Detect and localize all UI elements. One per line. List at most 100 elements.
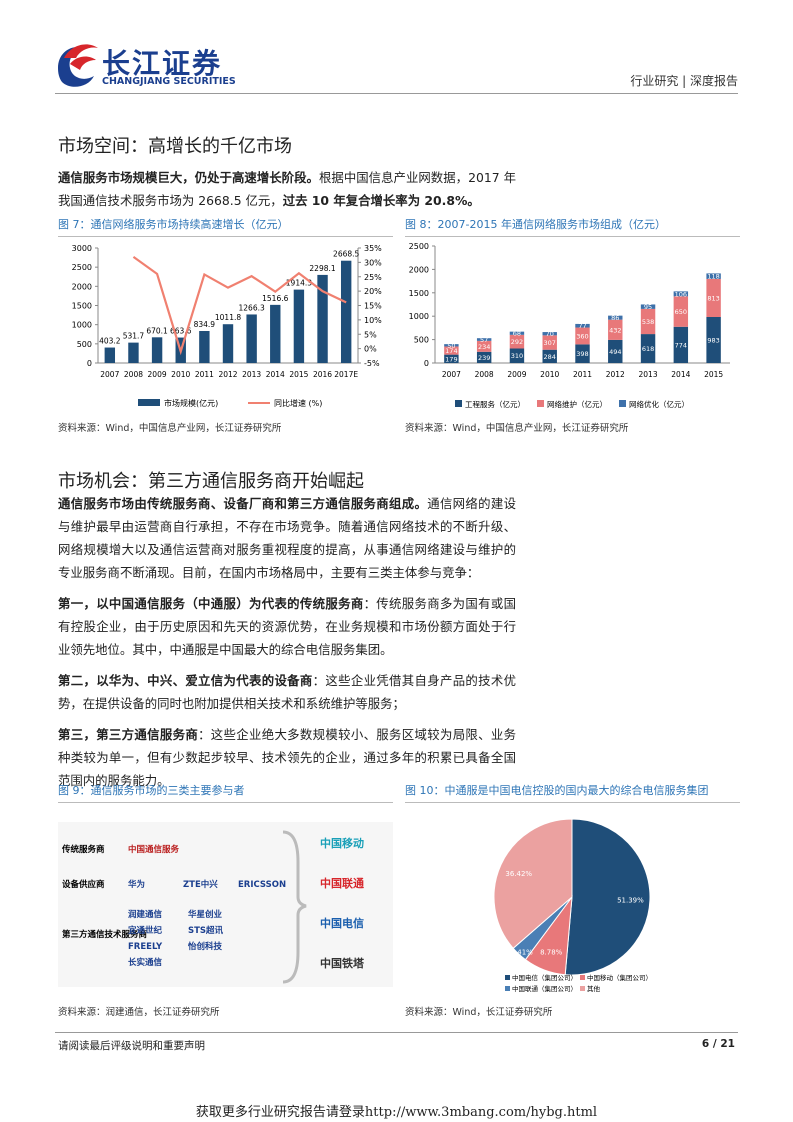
data-label: 310 [511,352,523,360]
data-label: 813 [707,294,719,302]
data-label: 432 [609,326,621,334]
bar-segment [640,334,656,363]
x-tick-label: 2011 [195,370,214,379]
bar-segment [509,348,525,363]
text: ：传统服务商多为国有或国有控股企业，由于历史原因和先天的资源优势，在业务规模和市… [58,596,517,657]
bar-segment [476,351,492,363]
bold-text: 过去 10 年复合增长率为 20.8%。 [282,193,480,208]
bar-segment [706,316,721,363]
data-label: 531.7 [123,332,145,341]
bar [293,289,305,363]
x-tick-label: 2008 [124,370,143,379]
data-label: 618 [642,345,654,353]
header-right: 行业研究 | 深度报告 [630,74,738,88]
bold-text: 第三，第三方通信服务商 [58,727,199,742]
legend-swatch [505,986,510,991]
growth-line [132,256,347,356]
bar-segment [575,327,590,345]
logo-cn: 长江证券 [102,47,223,80]
data-label: 179 [445,355,457,363]
y2-tick-label: 5% [364,330,377,339]
data-label: 174 [445,347,457,355]
x-tick-label: 2009 [148,370,167,379]
bar-segment [575,323,590,328]
legend-swatch [619,400,626,407]
data-label: 2668.5 [333,250,359,259]
figure-source: 资料来源：Wind，长江证券研究所 [405,1007,553,1018]
legend-label: 中国移动（集团公司） [587,973,652,982]
data-label: 983 [707,336,719,344]
y-tick-label: 500 [77,340,92,349]
data-label: 834.9 [194,320,216,329]
bar-segment [542,332,557,336]
row-label: 传统服务商 [61,844,105,855]
data-label: 284 [544,353,556,361]
data-label: 494 [609,348,621,356]
data-label: 307 [544,339,556,347]
text: 通信网络的建设与维护最早由运营商自行承担，不存在市场竞争。随着通信网络技术的不断… [58,496,516,580]
company-logo: 宜通世纪 [128,925,163,936]
data-label: 57 [480,336,488,344]
company-logo: 华星创业 [188,909,223,920]
bar-segment [476,340,492,352]
y-tick-label: 1000 [72,321,92,330]
x-tick-label: 2010 [171,370,190,379]
company-logo: 长实通信 [128,957,163,968]
data-label: 670.1 [146,326,168,335]
legend-label: 中国联通（集团公司） [512,984,577,993]
paragraph: 通信服务市场规模巨大，仍处于高速增长阶段。根据中国信息产业网数据，2017 年我… [58,166,516,212]
y-tick-label: 2500 [72,263,92,272]
header-rule [55,93,738,94]
logo-en: CHANGJIANG SECURITIES [102,76,236,87]
operator-logo: 中国移动 [320,836,364,850]
y2-tick-label: 25% [364,273,382,282]
y2-tick-label: 20% [364,287,382,296]
logo-icon [58,44,98,87]
x-tick-label: 2015 [289,370,308,379]
figure-source: 资料来源：Wind，中国信息产业网，长江证券研究所 [405,423,629,434]
data-label: 774 [675,341,687,349]
y-tick-label: 1000 [409,312,429,321]
company-logo: 中国通信服务 [128,844,180,855]
x-tick-label: 2007 [100,370,119,379]
bold-text: 通信服务市场规模巨大，仍处于高速增长阶段。 [58,170,319,185]
bar [151,337,163,363]
section-body: 通信服务市场规模巨大，仍处于高速增长阶段。根据中国信息产业网数据，2017 年我… [58,166,516,220]
paragraph: 第一，以中国通信服务（中通服）为代表的传统服务商：传统服务商多为国有或国有控股企… [58,592,516,661]
y-tick-label: 1500 [409,289,429,298]
y-tick-label: 2000 [72,282,92,291]
operator-logo: 中国联通 [320,876,364,890]
y2-tick-label: 10% [364,316,382,325]
data-label: 77 [578,322,586,330]
bar [222,324,234,363]
bold-text: 第一，以中国通信服务（中通服）为代表的传统服务商 [58,596,364,611]
bar [340,260,352,363]
bar [270,304,281,363]
y2-tick-label: 35% [364,244,382,253]
operator-logo: 中国铁塔 [320,956,365,970]
company-logo: ZTE中兴 [183,879,218,890]
data-label: 403.2 [99,337,121,346]
x-tick-label: 2014 [266,370,285,379]
diagram-bg [58,822,393,987]
x-tick-label: 2008 [475,370,494,379]
y-tick-label: 2000 [409,265,429,274]
bar [246,314,257,363]
x-tick-label: 2010 [540,370,559,379]
figure-source: 资料来源：Wind，中国信息产业网，长江证券研究所 [58,423,282,434]
text: ：这些企业绝大多数规模较小、服务区域较为局限、业务种类较为单一，但有少数起步较早… [58,727,517,788]
data-label: 1266.3 [239,303,265,312]
figure-title: 图 10：中通服是中国电信控股的国内最大的综合电信服务集团 [405,782,740,803]
data-label: 1011.8 [215,313,241,322]
data-label: 3.41% [511,948,534,956]
legend-swatch [580,986,585,991]
bar-segment [542,349,557,363]
bar [317,274,328,363]
legend-swatch [505,975,510,980]
bar [104,347,116,363]
operator-logo: 中国电信 [320,916,364,930]
data-label: 8.78% [540,949,563,957]
legend-label: 中国电信（集团公司） [512,973,577,982]
